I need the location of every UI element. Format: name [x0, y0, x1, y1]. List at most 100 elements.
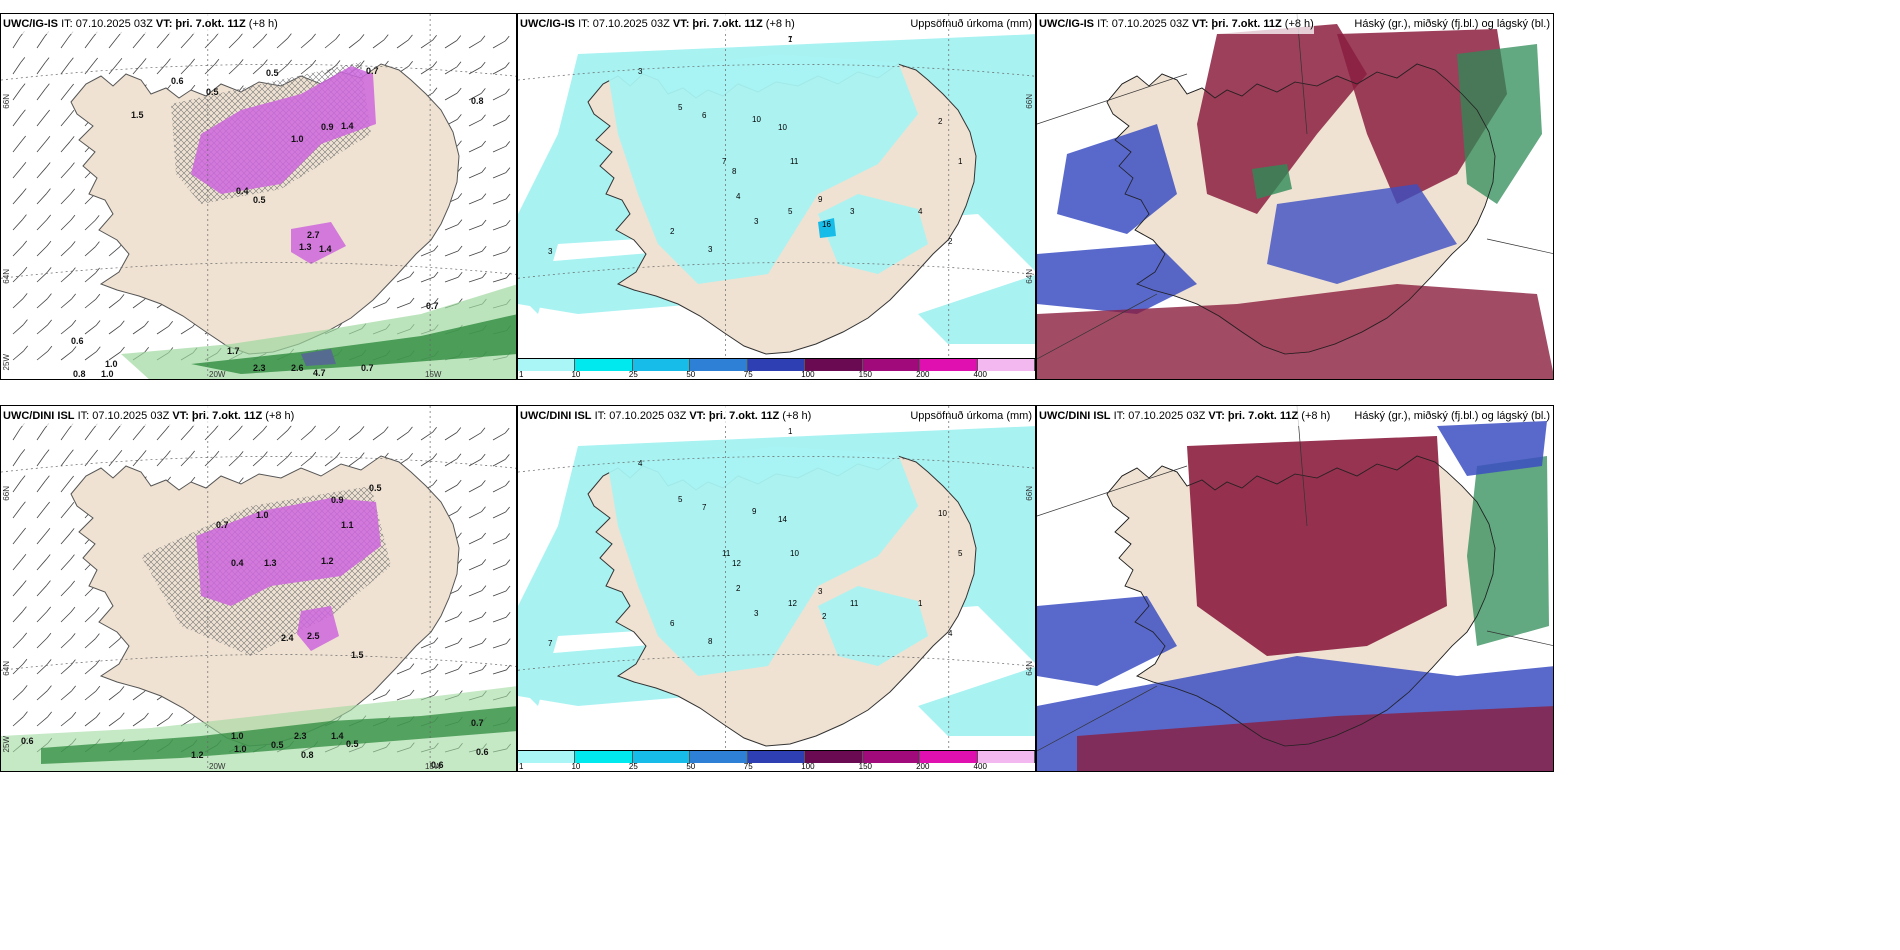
lat-label-66: 66N: [2, 94, 11, 109]
map-value-label: 1: [788, 427, 793, 436]
wind-barb-flag: [311, 59, 317, 66]
wind-barb: [156, 63, 167, 75]
wind-barb-flag: [480, 61, 486, 68]
wind-barb-flag: [119, 320, 125, 326]
wind-barb-flag: [23, 319, 28, 325]
wind-barb-flag: [94, 607, 100, 613]
wind-barb-flag: [144, 347, 149, 353]
wind-barb-flag: [45, 501, 50, 508]
wind-barb: [348, 457, 361, 467]
wind-barb-flag: [70, 188, 76, 195]
lat-label-64: 64N: [2, 269, 11, 284]
wind-barb-flag: [22, 240, 28, 247]
precip-legend: 1 10 25 50 75 100 150 200 400: [518, 750, 1035, 771]
map-value-label: 1.3: [299, 242, 312, 252]
wind-barb-flag: [433, 245, 439, 251]
map-grid-lines: [1037, 406, 1553, 752]
high-cloud: [1037, 284, 1553, 379]
wind-barb: [36, 36, 46, 49]
map-value-label: 2: [938, 117, 943, 126]
wind-barb: [84, 690, 97, 701]
wind-barb-flag: [481, 193, 487, 199]
lat-label-66: 66N: [1025, 486, 1034, 501]
wind-barb-flag: [20, 83, 26, 89]
wind-barb-flag: [166, 450, 171, 456]
panel-title: UWC/DINI ISL IT: 07.10.2025 03Z VT: þri.…: [518, 406, 812, 426]
wind-barb-flag: [457, 272, 463, 278]
wind-barb-flag: [238, 451, 244, 457]
wind-barb: [324, 430, 337, 441]
wind-barb-flag: [71, 685, 76, 692]
wind-barb-flag: [481, 88, 486, 94]
wind-barb: [372, 39, 385, 49]
wind-barb: [60, 324, 73, 335]
map-value-label: 1.5: [351, 650, 364, 660]
wind-barb: [12, 298, 24, 309]
wind-barb: [84, 664, 96, 675]
wind-barb: [60, 246, 72, 257]
snowfall-area: [297, 606, 339, 651]
precip-area-inland: [818, 194, 928, 274]
wind-barb: [228, 37, 240, 49]
wind-barb: [36, 298, 48, 309]
wind-barb-flag: [45, 135, 51, 142]
wind-barb-flag: [119, 712, 125, 718]
lon-label-25: 25W: [2, 354, 11, 371]
wind-barb-flag: [359, 34, 365, 40]
wind-barb-flag: [22, 685, 28, 691]
map-value-label: 0.5: [266, 68, 279, 78]
wind-barb: [132, 36, 143, 49]
wind-barb-flag: [311, 425, 316, 432]
map-value-label: 1.4: [319, 244, 332, 254]
map-value-label: 4.7: [313, 368, 326, 378]
wind-barb: [492, 251, 507, 257]
wind-barb: [12, 35, 21, 49]
wind-barb: [12, 245, 23, 257]
wind-barb-flag: [481, 638, 487, 644]
wind-barb-flag: [480, 427, 486, 434]
wind-barb: [468, 277, 483, 283]
wind-barb-flag: [44, 57, 50, 63]
wind-barb: [492, 198, 507, 205]
wind-barb-flag: [457, 532, 462, 538]
wind-barb: [468, 511, 482, 519]
wind-barb: [492, 485, 506, 493]
wind-barb-flag: [481, 611, 487, 618]
map-canvas: [1037, 14, 1553, 379]
map-value-label: 10: [938, 509, 947, 518]
wind-barb: [12, 219, 23, 231]
map-value-label: 1.1: [341, 520, 354, 530]
grid-line: [1037, 293, 1158, 360]
wind-barb: [132, 717, 145, 727]
wind-barb: [60, 690, 72, 701]
wind-barb-flag: [457, 637, 463, 644]
lat-label-64: 64N: [1025, 661, 1034, 676]
map-value-label: 3: [754, 609, 759, 618]
wind-barb: [84, 246, 96, 257]
wind-barb: [84, 36, 94, 49]
wind-barb-flag: [238, 59, 244, 65]
wind-barb-flag: [141, 58, 147, 64]
wind-barb: [60, 219, 72, 231]
precip-map-panel-dini: 1 4 5 7 9 11 12 14 10 2 3 6 8 12 3 2 11 10 5 1 4 7 UWC/DINI I…: [517, 405, 1036, 772]
wind-barb: [36, 350, 49, 361]
wind-barb-flag: [433, 690, 439, 696]
lon-label-15: 15W: [425, 370, 442, 379]
map-canvas: 0.5 0.7 1.0 0.9 1.1 0.4 1.3 1.2 2.4 2.5 1.5 0.6 1.0 2…: [1, 406, 516, 771]
wind-barb-flag: [505, 141, 511, 147]
wind-barb-flag: [95, 293, 101, 300]
map-value-label: 7: [722, 157, 727, 166]
wind-barb-flag: [480, 453, 486, 460]
wind-barb: [468, 145, 482, 153]
wind-barb: [468, 590, 483, 597]
wind-barb-flag: [20, 57, 26, 63]
map-value-label: 0.5: [346, 739, 359, 749]
wind-barb: [60, 272, 72, 283]
wind-barb-flag: [457, 245, 463, 252]
cloud-field-title: Háský (gr.), miðský (fj.bl.) og lágský (…: [1354, 410, 1550, 422]
wind-barb: [300, 38, 312, 49]
wind-barb: [468, 93, 482, 101]
wind-barb-flag: [45, 554, 51, 560]
